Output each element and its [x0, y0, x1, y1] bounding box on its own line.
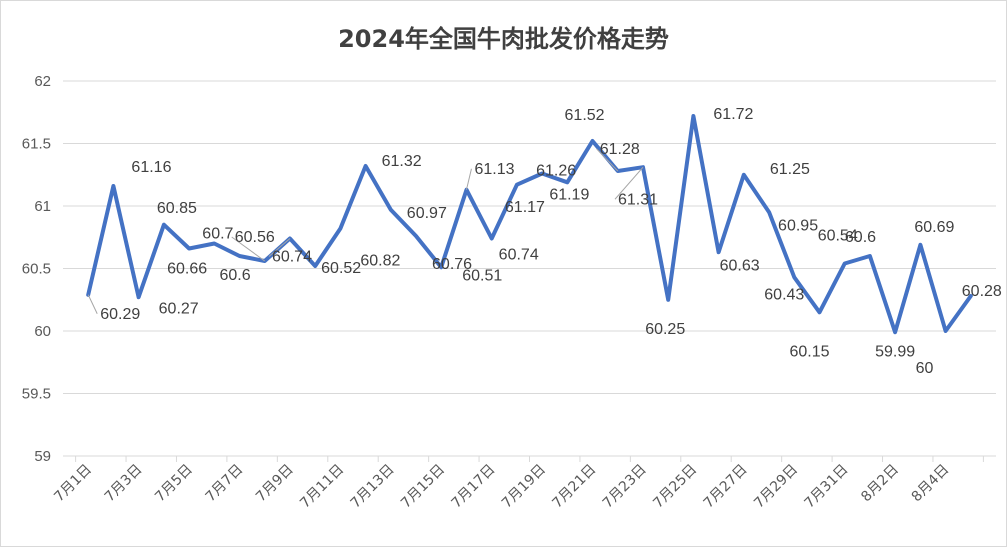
series-line [86, 114, 973, 335]
y-tick-label: 61.5 [22, 136, 51, 153]
label-leader-line [87, 294, 98, 314]
data-label: 60.63 [720, 257, 760, 274]
data-label: 60.97 [407, 205, 447, 222]
data-label: 59.99 [875, 343, 915, 360]
y-tick-label: 61 [34, 198, 51, 215]
y-tick-label: 59 [34, 448, 51, 465]
data-label: 61.17 [505, 199, 545, 216]
x-tick-label: 7月1日 [51, 462, 95, 506]
data-label: 60.66 [167, 261, 207, 278]
data-label: 61.72 [713, 106, 753, 123]
data-label: 60.76 [432, 256, 472, 273]
data-label: 60.6 [220, 267, 251, 284]
x-tick-label: 7月19日 [499, 462, 549, 512]
data-label: 60.56 [235, 229, 275, 246]
data-label: 60.52 [321, 260, 361, 277]
data-label: 60.7 [202, 226, 233, 243]
x-tick-label: 7月11日 [297, 462, 347, 512]
y-tick-label: 59.5 [22, 386, 51, 403]
data-label: 60 [916, 360, 934, 377]
x-tick-label: 8月4日 [909, 462, 953, 506]
label-leader-line [614, 166, 644, 200]
x-tick-label: 7月3日 [102, 462, 146, 506]
data-label: 60.29 [100, 306, 140, 323]
data-label: 60.54 [818, 228, 858, 245]
data-label: 60.85 [157, 200, 197, 217]
x-tick-label: 7月15日 [398, 462, 448, 512]
data-label: 60.6 [845, 229, 876, 246]
x-tick-label: 7月25日 [650, 462, 700, 512]
x-tick-label: 7月29日 [751, 462, 801, 512]
chart-title: 2024年全国牛肉批发价格走势 [338, 25, 669, 53]
label-leader-line [465, 168, 472, 190]
x-tick-label: 7月31日 [802, 462, 852, 512]
data-label: 60.28 [962, 283, 1002, 300]
data-label: 60.69 [914, 219, 954, 236]
y-tick-label: 62 [34, 73, 51, 90]
data-label: 60.27 [159, 300, 199, 317]
data-label: 61.16 [131, 159, 171, 176]
x-tick-label: 7月9日 [253, 462, 297, 506]
label-leader-line [231, 236, 266, 262]
data-label: 60.51 [462, 267, 502, 284]
data-label: 61.28 [600, 141, 640, 158]
x-tick-label: 8月2日 [858, 462, 902, 506]
data-label: 61.26 [536, 163, 576, 180]
data-label: 60.74 [272, 249, 312, 266]
data-label: 61.52 [565, 107, 605, 124]
data-label: 60.43 [764, 286, 804, 303]
data-label: 61.19 [549, 186, 589, 203]
y-tick-label: 60.5 [22, 261, 51, 278]
data-label: 61.25 [770, 161, 810, 178]
data-label: 60.15 [789, 343, 829, 360]
data-label: 60.25 [645, 321, 685, 338]
x-tick-label: 7月13日 [348, 462, 398, 512]
x-tick-label: 7月5日 [152, 462, 196, 506]
x-tick-label: 7月23日 [600, 462, 650, 512]
data-label: 61.32 [382, 153, 422, 170]
label-leader-line [268, 238, 291, 257]
data-label: 60.95 [778, 217, 818, 234]
data-label: 61.31 [618, 191, 658, 208]
data-label: 60.74 [499, 247, 539, 264]
x-tick-label: 7月21日 [549, 462, 599, 512]
x-tick-label: 7月17日 [448, 462, 498, 512]
x-tick-label: 7月7日 [203, 462, 247, 506]
data-label: 60.82 [360, 253, 400, 270]
label-leader-line [596, 148, 619, 172]
y-tick-label: 60 [34, 323, 51, 340]
x-tick-label: 7月27日 [701, 462, 751, 512]
data-label: 61.13 [474, 161, 514, 178]
